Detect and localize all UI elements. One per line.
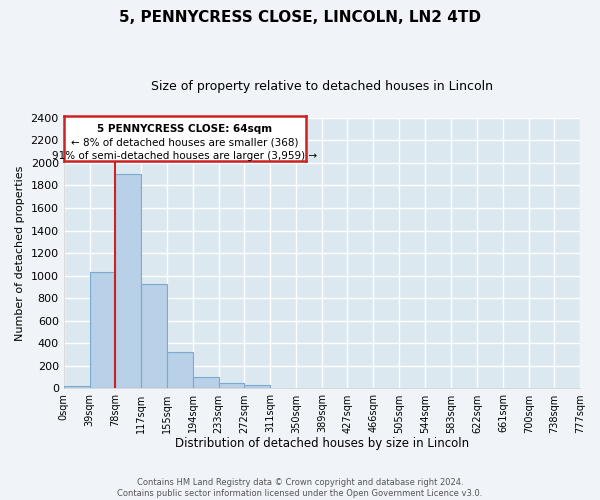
Bar <box>218 383 244 388</box>
Bar <box>64 386 89 388</box>
Text: Contains HM Land Registry data © Crown copyright and database right 2024.
Contai: Contains HM Land Registry data © Crown c… <box>118 478 482 498</box>
Bar <box>193 376 218 388</box>
Title: Size of property relative to detached houses in Lincoln: Size of property relative to detached ho… <box>151 80 493 93</box>
Bar <box>167 352 193 388</box>
Bar <box>115 174 142 388</box>
Bar <box>142 284 167 389</box>
Text: 5, PENNYCRESS CLOSE, LINCOLN, LN2 4TD: 5, PENNYCRESS CLOSE, LINCOLN, LN2 4TD <box>119 10 481 25</box>
X-axis label: Distribution of detached houses by size in Lincoln: Distribution of detached houses by size … <box>175 437 469 450</box>
Bar <box>89 272 115 388</box>
Bar <box>244 385 271 388</box>
Y-axis label: Number of detached properties: Number of detached properties <box>15 166 25 341</box>
